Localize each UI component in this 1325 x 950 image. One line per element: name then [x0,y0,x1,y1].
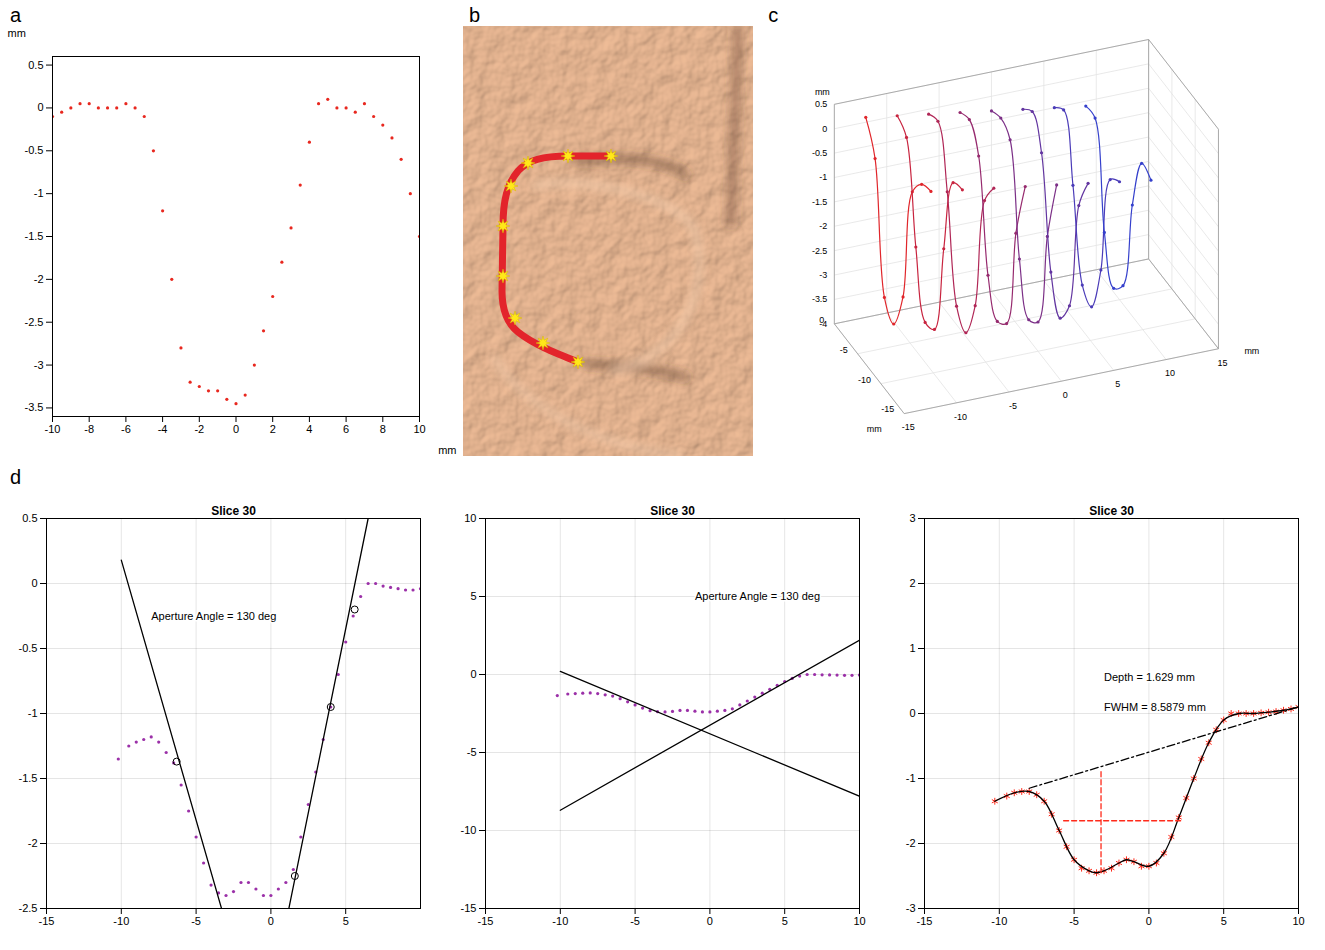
svg-text:0.5: 0.5 [22,512,37,524]
svg-text:Aperture Angle = 130 deg: Aperture Angle = 130 deg [151,610,276,622]
svg-text:5: 5 [1221,915,1227,927]
svg-text:-3.5: -3.5 [25,401,44,413]
svg-text:5: 5 [1115,379,1120,389]
svg-text:-3: -3 [820,270,828,280]
svg-text:1: 1 [909,642,915,654]
svg-text:4: 4 [306,423,312,435]
svg-text:-3.5: -3.5 [812,294,827,304]
svg-text:0: 0 [823,124,828,134]
svg-text:-5: -5 [630,915,640,927]
svg-text:6: 6 [343,423,349,435]
html-text:a: a [10,4,22,26]
svg-text:10: 10 [853,915,865,927]
svg-text:5: 5 [782,915,788,927]
svg-text:0: 0 [707,915,713,927]
svg-text:0: 0 [1146,915,1152,927]
svg-text:-15: -15 [882,404,895,414]
svg-text:-15: -15 [39,915,55,927]
svg-text:mm: mm [867,424,882,434]
svg-text:2: 2 [909,577,915,589]
svg-text:-1: -1 [34,187,44,199]
svg-text:-2: -2 [906,837,916,849]
svg-text:-1: -1 [906,772,916,784]
svg-text:-5: -5 [191,915,201,927]
svg-text:0: 0 [1063,390,1068,400]
svg-text:mm: mm [815,87,830,97]
svg-text:-6: -6 [121,423,131,435]
svg-text:mm: mm [1245,346,1260,356]
svg-text:-1.5: -1.5 [812,197,827,207]
svg-text:Slice 30: Slice 30 [1089,504,1134,518]
svg-text:Slice 30: Slice 30 [650,504,695,518]
svg-text:10: 10 [1292,915,1304,927]
svg-text:-10: -10 [858,375,871,385]
svg-text:-10: -10 [552,915,568,927]
svg-text:10: 10 [464,512,476,524]
svg-text:0: 0 [268,915,274,927]
svg-text:-0.5: -0.5 [812,148,827,158]
svg-text:10: 10 [413,423,425,435]
svg-text:10: 10 [1165,368,1175,378]
svg-text:-10: -10 [991,915,1007,927]
svg-text:0.5: 0.5 [28,59,43,71]
svg-text:0: 0 [470,668,476,680]
svg-text:-2.5: -2.5 [19,902,38,914]
html-text:d: d [10,466,22,488]
svg-text:-8: -8 [84,423,94,435]
svg-text:-15: -15 [461,902,477,914]
svg-text:5: 5 [343,915,349,927]
svg-text:-15: -15 [478,915,494,927]
svg-text:-10: -10 [954,412,967,422]
svg-text:-2: -2 [34,273,44,285]
svg-text:-4: -4 [158,423,168,435]
svg-text:-5: -5 [467,746,477,758]
svg-text:-2.5: -2.5 [25,316,44,328]
svg-text:-10: -10 [45,423,61,435]
svg-text:-5: -5 [1069,915,1079,927]
svg-text:-10: -10 [113,915,129,927]
svg-text:-5: -5 [1009,401,1017,411]
svg-text:-2: -2 [820,221,828,231]
svg-text:0.5: 0.5 [815,99,827,109]
svg-text:-3: -3 [906,902,916,914]
svg-text:0: 0 [820,315,825,325]
svg-text:-1: -1 [28,707,38,719]
svg-text:5: 5 [470,590,476,602]
svg-text:0: 0 [37,101,43,113]
svg-text:mm: mm [438,444,456,456]
svg-text:Aperture Angle = 130 deg: Aperture Angle = 130 deg [695,590,820,602]
svg-text:8: 8 [380,423,386,435]
svg-text:3: 3 [909,512,915,524]
svg-text:-10: -10 [461,824,477,836]
svg-text:-2: -2 [194,423,204,435]
svg-text:15: 15 [1218,358,1228,368]
svg-text:Slice 30: Slice 30 [211,504,256,518]
svg-text:0: 0 [31,577,37,589]
svg-text:-1.5: -1.5 [19,772,38,784]
svg-text:Depth = 1.629 mm: Depth = 1.629 mm [1104,671,1195,683]
svg-text:mm: mm [8,27,26,39]
html-text:c: c [768,4,779,26]
svg-text:-2: -2 [28,837,38,849]
svg-text:2: 2 [270,423,276,435]
svg-text:-0.5: -0.5 [19,642,38,654]
svg-text:-1.5: -1.5 [25,230,44,242]
svg-text:-15: -15 [902,422,915,432]
svg-text:FWHM = 8.5879 mm: FWHM = 8.5879 mm [1104,701,1206,713]
html-text:b: b [469,4,481,26]
svg-text:-2.5: -2.5 [812,246,827,256]
svg-text:-15: -15 [917,915,933,927]
svg-text:-1: -1 [820,172,828,182]
svg-text:0: 0 [233,423,239,435]
svg-text:-0.5: -0.5 [25,144,44,156]
svg-text:0: 0 [909,707,915,719]
svg-text:-3: -3 [34,359,44,371]
svg-text:-5: -5 [840,345,848,355]
